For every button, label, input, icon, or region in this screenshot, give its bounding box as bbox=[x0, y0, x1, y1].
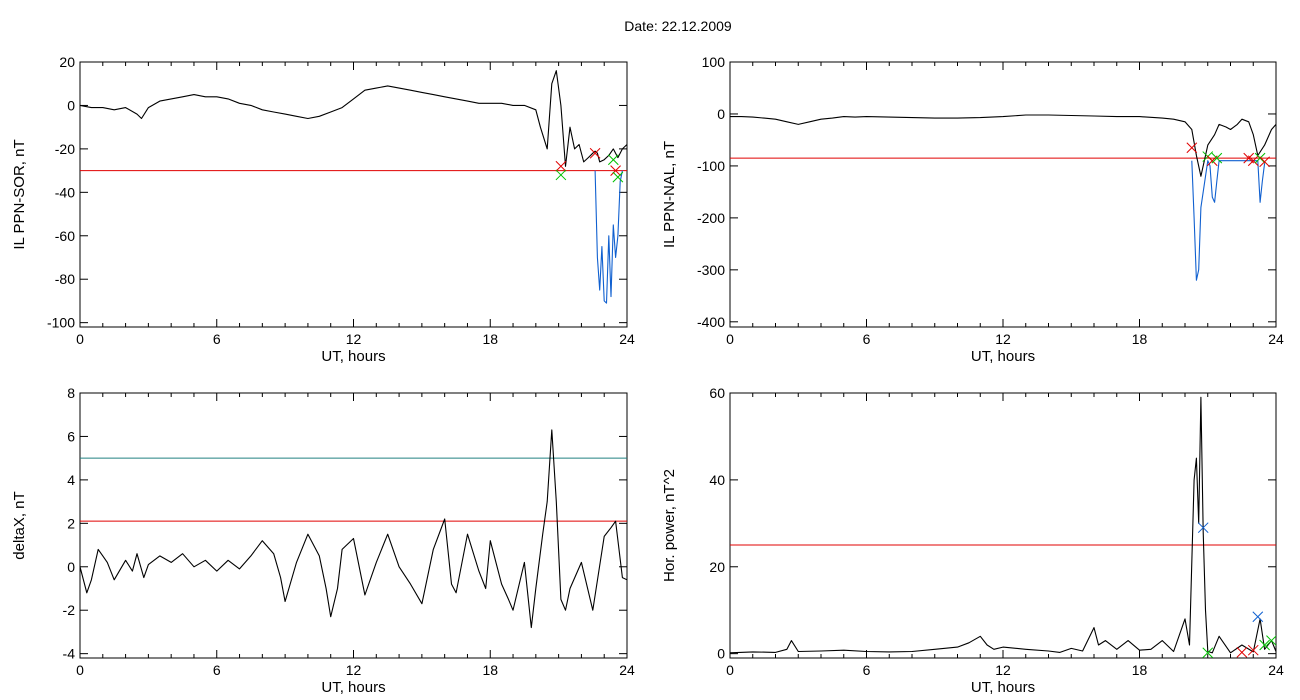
figure-title: Date: 22.12.2009 bbox=[624, 18, 732, 34]
x-tick-label: 24 bbox=[1268, 662, 1284, 678]
x-axis-title: UT, hours bbox=[321, 348, 385, 365]
y-tick-label: 8 bbox=[67, 385, 75, 401]
plot-frame bbox=[729, 61, 1277, 328]
x-tick-label: 6 bbox=[863, 331, 871, 347]
series-line-0 bbox=[80, 429, 627, 629]
x-axis-title: UT, hours bbox=[321, 679, 385, 696]
x-axis-title: UT, hours bbox=[971, 679, 1035, 696]
y-tick-label: -100 bbox=[47, 315, 75, 331]
plot-area bbox=[80, 70, 627, 304]
x-tick-label: 12 bbox=[995, 662, 1011, 678]
event-marker bbox=[1211, 152, 1223, 164]
series-line-0 bbox=[730, 396, 1276, 654]
x-tick-label: 18 bbox=[482, 662, 498, 678]
y-tick-label: -4 bbox=[63, 646, 76, 662]
plot-area bbox=[80, 429, 627, 629]
event-marker bbox=[1197, 522, 1209, 534]
y-tick-label: 0 bbox=[717, 106, 725, 122]
y-tick-label: -2 bbox=[63, 602, 76, 618]
y-tick-label: 6 bbox=[67, 428, 75, 444]
chart-panel-hor-power: 0 6 12 18 24 60 40 20 0 UT, hours Hor. power, nT^2 bbox=[661, 385, 1284, 696]
y-tick-label: 4 bbox=[67, 472, 75, 488]
y-tick-label: 0 bbox=[67, 559, 75, 575]
event-marker bbox=[1266, 635, 1276, 646]
x-tick-label: 24 bbox=[1268, 331, 1284, 347]
x-tick-label: 0 bbox=[76, 662, 84, 678]
plot-frame bbox=[79, 392, 628, 659]
x-tick-label: 0 bbox=[726, 331, 734, 347]
y-tick-label: -100 bbox=[697, 158, 725, 174]
x-tick-label: 0 bbox=[726, 662, 734, 678]
event-marker bbox=[555, 169, 567, 181]
y-tick-label: 100 bbox=[702, 54, 726, 70]
y-tick-label: 20 bbox=[59, 54, 75, 70]
plot-frame bbox=[729, 392, 1277, 659]
event-marker bbox=[1247, 644, 1259, 656]
event-marker bbox=[1236, 646, 1248, 658]
x-tick-label: 12 bbox=[346, 662, 362, 678]
y-axis-title: IL PPN-NAL, nT bbox=[661, 141, 678, 248]
chart-panel-ppn-nal: 0 6 12 18 24 100 0 -100 -200 -300 -400 UT, hours IL … bbox=[661, 54, 1284, 365]
y-tick-label: -80 bbox=[55, 271, 75, 287]
x-tick-label: 6 bbox=[213, 331, 221, 347]
event-marker bbox=[1254, 152, 1266, 164]
event-marker bbox=[1259, 639, 1270, 651]
series-line-0 bbox=[80, 70, 627, 167]
x-tick-label: 18 bbox=[482, 331, 498, 347]
x-tick-label: 18 bbox=[1132, 331, 1148, 347]
x-tick-label: 6 bbox=[213, 662, 221, 678]
y-axis-title: Hor. power, nT^2 bbox=[661, 469, 678, 582]
event-marker bbox=[607, 154, 619, 166]
y-axis-title: IL PPN-SOR, nT bbox=[11, 139, 28, 249]
y-tick-label: -200 bbox=[697, 210, 725, 226]
series-line-0 bbox=[730, 114, 1276, 177]
y-tick-label: -60 bbox=[55, 228, 75, 244]
event-marker bbox=[1252, 611, 1264, 623]
event-marker bbox=[612, 171, 624, 183]
y-tick-label: 60 bbox=[709, 385, 725, 401]
x-axis-title: UT, hours bbox=[971, 348, 1035, 365]
series-line-1 bbox=[1191, 160, 1266, 281]
series-line-1 bbox=[594, 170, 623, 304]
event-marker bbox=[555, 160, 567, 172]
x-tick-label: 0 bbox=[76, 331, 84, 347]
event-marker bbox=[1186, 142, 1198, 154]
event-marker bbox=[610, 165, 621, 176]
y-tick-label: 0 bbox=[67, 97, 75, 113]
plot-area bbox=[730, 114, 1276, 281]
y-tick-label: 2 bbox=[67, 515, 75, 531]
y-tick-label: -40 bbox=[55, 184, 75, 200]
event-marker bbox=[1247, 155, 1259, 167]
plot-frame bbox=[79, 61, 628, 328]
x-tick-label: 12 bbox=[995, 331, 1011, 347]
event-marker bbox=[1259, 156, 1270, 168]
chart-panel-ppn-sor: 0 6 12 18 24 20 0 -20 -40 -60 -80 -100 UT, hours IL P… bbox=[11, 54, 635, 365]
y-axis-title: deltaX, nT bbox=[11, 491, 28, 559]
x-tick-label: 24 bbox=[619, 662, 635, 678]
chart-panel-delta-x: 0 6 12 18 24 8 6 4 2 0 -2 -4 UT, hours deltaX, nT bbox=[11, 385, 635, 696]
y-tick-label: -300 bbox=[697, 262, 725, 278]
x-tick-label: 24 bbox=[619, 331, 635, 347]
plot-area bbox=[730, 396, 1276, 658]
x-tick-label: 6 bbox=[863, 662, 871, 678]
event-marker bbox=[589, 147, 601, 159]
y-tick-label: 40 bbox=[709, 472, 725, 488]
event-marker bbox=[1202, 647, 1214, 658]
x-tick-label: 12 bbox=[346, 331, 362, 347]
y-tick-label: -20 bbox=[55, 141, 75, 157]
x-tick-label: 18 bbox=[1132, 662, 1148, 678]
y-tick-label: 0 bbox=[717, 646, 725, 662]
y-tick-label: -400 bbox=[697, 314, 725, 330]
y-tick-label: 20 bbox=[709, 559, 725, 575]
